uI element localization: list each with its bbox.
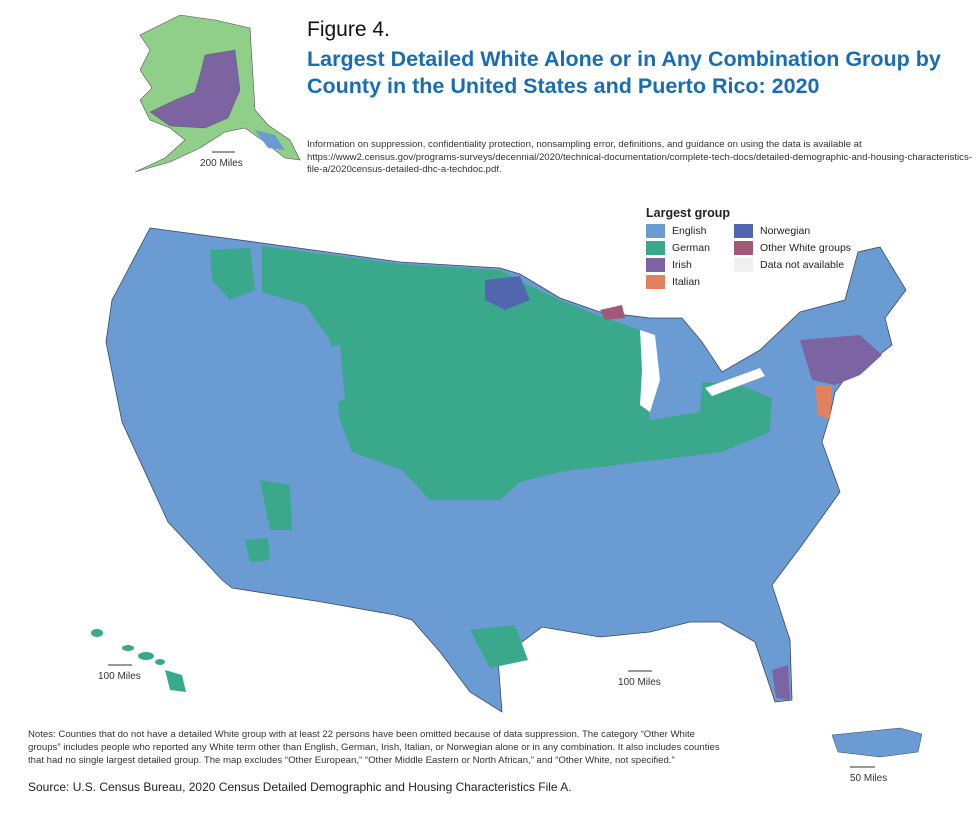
legend-item-english: English	[646, 224, 734, 238]
hawaii-scale-label: 100 Miles	[98, 671, 141, 682]
northeast-irish-region	[800, 335, 882, 385]
legend-item-german: German	[646, 241, 734, 255]
conus-scale-label: 100 Miles	[618, 677, 661, 688]
norwegian-region	[485, 276, 530, 310]
english-patch-colorado	[305, 345, 345, 405]
source-text: Source: U.S. Census Bureau, 2020 Census …	[28, 780, 572, 794]
arizona-german-patch	[245, 538, 270, 562]
conus-map: 100 Miles	[105, 227, 907, 713]
alaska-map: 200 Miles	[134, 14, 301, 173]
legend-swatch	[646, 258, 665, 272]
michigan-other-patch	[600, 305, 625, 320]
alaska-english-region	[255, 130, 285, 150]
legend-item-data-not-available: Data not available	[734, 258, 864, 272]
legend-label: Data not available	[760, 259, 845, 271]
info-text: Information on suppression, confidential…	[307, 139, 972, 175]
legend-label: German	[672, 242, 710, 254]
nevada-german-patch	[260, 480, 292, 530]
figure-label: Figure 4.	[307, 18, 390, 41]
legend-swatch	[734, 241, 753, 255]
lake-michigan	[640, 330, 660, 412]
lake-erie	[705, 368, 765, 396]
figure-title: Largest Detailed White Alone or in Any C…	[307, 47, 941, 98]
legend-label: Norwegian	[760, 225, 811, 237]
northeast-italian-region	[815, 385, 832, 420]
legend-item-norwegian: Norwegian	[734, 224, 864, 238]
puerto-rico-map: 50 Miles	[831, 727, 923, 784]
legend-item-irish: Irish	[646, 258, 734, 272]
conus-german-region	[262, 246, 772, 500]
legend-item-italian: Italian	[646, 275, 734, 289]
florida-irish-patch	[772, 665, 790, 700]
map-legend: Largest group English Norwegian German Othe…	[646, 206, 864, 289]
legend-swatch	[646, 224, 665, 238]
legend-swatch	[734, 224, 753, 238]
legend-title: Largest group	[646, 206, 731, 220]
legend-item-other-white-groups: Other White groups	[734, 241, 864, 255]
legend-swatch	[646, 275, 665, 289]
alaska-scale-label: 200 Miles	[200, 158, 243, 169]
notes-text: Notes: Counties that do not have a detai…	[28, 729, 720, 766]
puerto-rico-scale-label: 50 Miles	[850, 773, 887, 784]
texas-german-patch	[470, 625, 528, 668]
legend-label: Italian	[672, 276, 701, 288]
legend-label: Other White groups	[760, 242, 852, 254]
legend-swatch	[734, 258, 753, 272]
hawaii-map: 100 Miles	[91, 629, 186, 692]
washington-german-patch	[210, 248, 255, 300]
legend-swatch	[646, 241, 665, 255]
legend-label: Irish	[672, 259, 692, 271]
alaska-irish-region	[149, 49, 241, 129]
legend-label: English	[672, 225, 707, 237]
